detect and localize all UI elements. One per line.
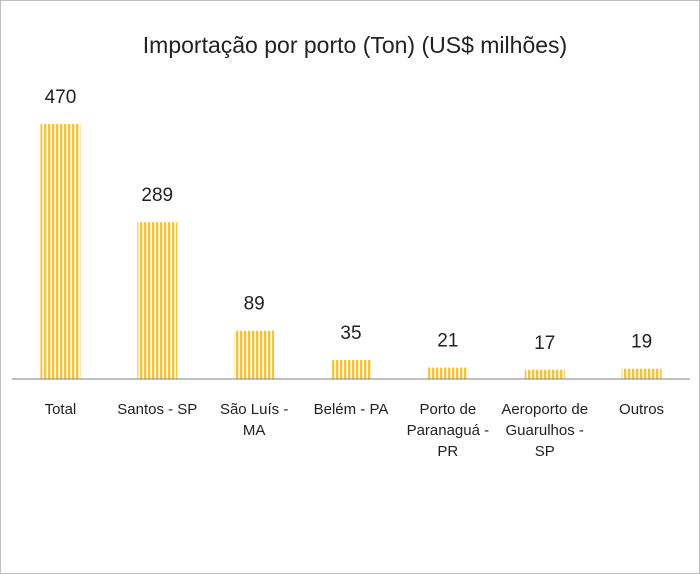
bar (234, 330, 275, 379)
bar (137, 222, 178, 379)
bar (524, 369, 565, 379)
value-label: 470 (45, 87, 77, 108)
bar (427, 367, 468, 379)
value-label: 89 (244, 294, 265, 315)
x-tick-label: Belém - PA (313, 401, 389, 418)
x-tick-label: Santos - SP (117, 401, 198, 418)
x-tick-label: Total (44, 401, 77, 418)
x-tick-label: Porto de Paranaguá - PR (406, 401, 490, 460)
x-tick-label: Aeroporto de Guarulhos - SP (501, 401, 589, 460)
x-tick-label: Outros (619, 401, 665, 418)
bar (621, 368, 662, 379)
x-tick-label: São Luís - MA (219, 401, 289, 439)
chart-title: Importação por porto (Ton) (US$ milhões) (143, 32, 567, 58)
value-label: 17 (534, 333, 555, 354)
value-label: 35 (340, 323, 361, 344)
bar (331, 360, 371, 379)
value-label: 289 (141, 185, 173, 206)
value-label: 21 (437, 331, 458, 352)
value-label: 19 (631, 332, 652, 353)
bar (40, 124, 81, 379)
